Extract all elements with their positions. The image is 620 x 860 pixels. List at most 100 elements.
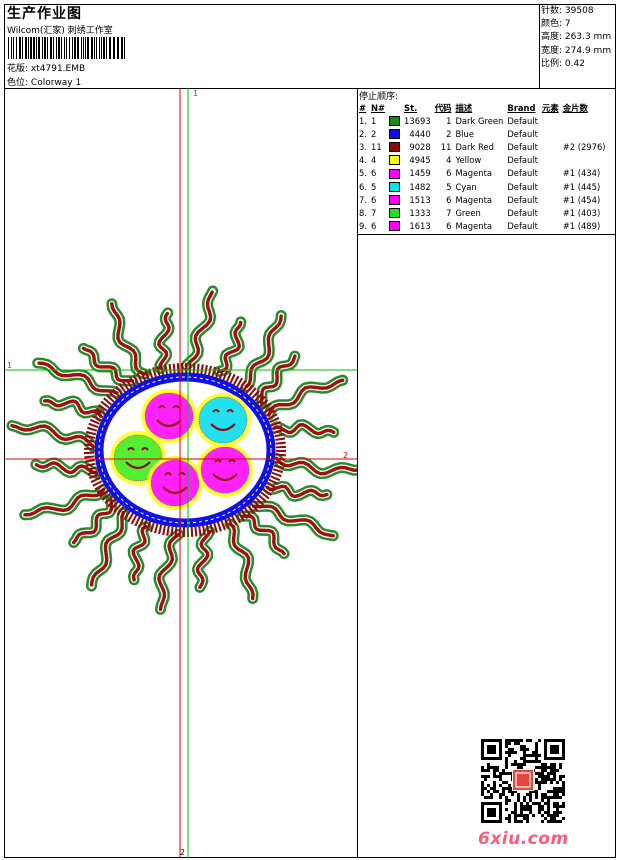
stats-panel: 针数: 39508 颜色: 7 高度: 263.3 mm 宽度: 274.9 m… xyxy=(541,5,611,71)
row-desc: Green xyxy=(455,207,481,218)
col-needle: N# xyxy=(371,102,386,113)
row-desc: Dark Red xyxy=(455,141,494,152)
row-needle: 7 xyxy=(371,207,377,218)
sun-rays xyxy=(6,285,357,615)
row-needle: 6 xyxy=(371,194,377,205)
smiley-face xyxy=(197,443,253,497)
row-brand: Default xyxy=(507,168,538,179)
guide-label-v1: 1 xyxy=(193,89,198,98)
col-stitches: St. xyxy=(404,102,418,113)
table-row: 3. 11 9028 11 Dark Red Default #2 (2976) xyxy=(357,140,608,153)
row-index: 3. xyxy=(359,141,367,152)
stat-width: 宽度: 274.9 mm xyxy=(541,45,612,56)
row-sequins xyxy=(561,114,608,127)
page-title: 生产作业图 xyxy=(7,6,82,22)
stats-divider xyxy=(539,4,540,88)
row-code: 6 xyxy=(446,168,452,179)
row-swatch xyxy=(387,206,402,219)
row-brand: Default xyxy=(507,221,538,232)
table-header-row: # N# St. 代码 描述 Brand 元素 金片数 xyxy=(357,101,608,114)
qr-code xyxy=(481,739,565,823)
row-brand: Default xyxy=(507,115,538,126)
embroidery-design-canvas: 1 1 2 2 xyxy=(5,88,357,858)
row-code: 5 xyxy=(446,181,452,192)
row-brand: Default xyxy=(507,141,538,152)
row-code: 2 xyxy=(446,128,452,139)
barcode xyxy=(8,37,125,59)
watermark-logo: 6xiu.com xyxy=(478,829,569,849)
blue-ring-stitch xyxy=(98,376,272,524)
row-element xyxy=(540,180,561,193)
row-sequins: #1 (434) xyxy=(562,168,601,179)
outer-fill-ring xyxy=(84,363,286,537)
table-row: 1. 1 13693 1 Dark Green Default xyxy=(357,114,608,127)
row-stitches: 1482 xyxy=(409,181,431,192)
stat-height: 高度: 263.3 mm xyxy=(541,32,612,43)
studio-name: Wilcom(汇家) 刺绣工作室 xyxy=(7,26,113,36)
row-needle: 6 xyxy=(371,221,377,232)
table-row: 6. 5 1482 5 Cyan Default #1 (445) xyxy=(357,180,608,193)
col-swatch xyxy=(387,101,402,114)
row-swatch xyxy=(387,167,402,180)
row-sequins: #2 (2976) xyxy=(562,141,606,152)
colorway-label: 色位: xyxy=(7,78,29,88)
row-element xyxy=(540,193,561,206)
row-swatch xyxy=(387,220,402,233)
row-code: 6 xyxy=(446,221,452,232)
row-stitches: 4945 xyxy=(409,155,431,166)
row-index: 2. xyxy=(359,128,367,139)
header-divider xyxy=(4,88,616,89)
row-swatch xyxy=(387,140,402,153)
table-row: 2. 2 4440 2 Blue Default xyxy=(357,127,608,140)
row-desc: Cyan xyxy=(455,181,477,192)
guide-label-h2: 2 xyxy=(343,451,348,460)
col-brand: Brand xyxy=(507,102,536,113)
row-index: 1. xyxy=(359,115,367,126)
row-swatch xyxy=(387,127,402,140)
row-index: 6. xyxy=(359,181,367,192)
col-element: 元素 xyxy=(541,102,559,113)
table-row: 4. 4 4945 4 Yellow Default xyxy=(357,154,608,167)
colorway-line: 色位: Colorway 1 xyxy=(7,75,81,88)
row-element xyxy=(540,206,561,219)
row-sequins xyxy=(561,127,608,140)
row-code: 7 xyxy=(446,207,452,218)
row-element xyxy=(540,167,561,180)
row-needle: 5 xyxy=(371,181,377,192)
row-desc: Magenta xyxy=(455,194,492,205)
smiley-face xyxy=(147,456,203,510)
col-code: 代码 xyxy=(434,102,452,113)
smiley-face xyxy=(195,393,251,447)
row-index: 9. xyxy=(359,221,367,232)
table-row: 9. 6 1613 6 Magenta Default #1 (489) xyxy=(357,220,608,233)
row-needle: 11 xyxy=(371,141,382,152)
row-code: 4 xyxy=(446,155,452,166)
guide-label-v2: 2 xyxy=(180,848,185,857)
row-index: 8. xyxy=(359,207,367,218)
row-stitches: 9028 xyxy=(409,141,431,152)
row-brand: Default xyxy=(507,155,538,166)
smiley-faces xyxy=(110,389,253,510)
row-sequins: #1 (403) xyxy=(562,207,601,218)
row-sequins: #1 (454) xyxy=(562,194,601,205)
row-swatch xyxy=(387,114,402,127)
row-stitches: 1459 xyxy=(409,168,431,179)
col-sequins: 金片数 xyxy=(562,102,588,113)
row-brand: Default xyxy=(507,194,538,205)
row-desc: Blue xyxy=(455,128,474,139)
row-stitches: 4440 xyxy=(409,128,431,139)
stat-colors: 颜色: 7 xyxy=(541,19,571,30)
row-stitches: 1513 xyxy=(409,194,431,205)
row-brand: Default xyxy=(507,128,538,139)
row-desc: Dark Green xyxy=(455,115,504,126)
row-swatch xyxy=(387,180,402,193)
row-code: 11 xyxy=(440,141,452,152)
table-divider xyxy=(357,234,616,235)
row-element xyxy=(540,127,561,140)
design-panel-divider xyxy=(357,88,358,858)
row-element xyxy=(540,154,561,167)
row-desc: Yellow xyxy=(455,155,482,166)
row-code: 1 xyxy=(446,115,452,126)
pattern-value: xt4791.EMB xyxy=(30,64,86,74)
row-needle: 2 xyxy=(371,128,377,139)
